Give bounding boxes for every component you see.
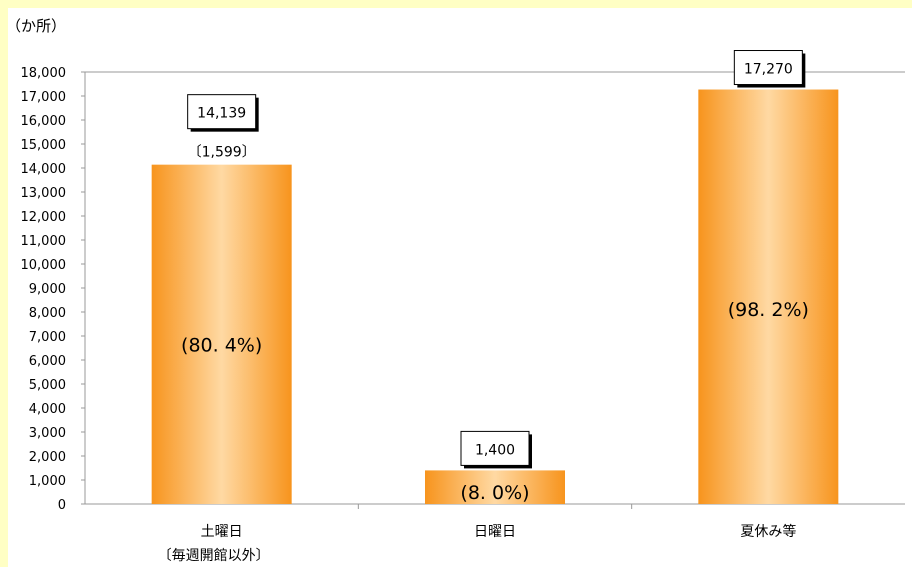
y-tick-label: 2,000: [29, 450, 66, 465]
x-category-sublabel: 〔毎週開館以外〕: [158, 547, 270, 564]
percent-label: (80. 4%): [181, 335, 262, 357]
data-label: 17,270: [744, 62, 793, 78]
y-tick-label: 3,000: [29, 426, 66, 441]
y-tick-label: 7,000: [29, 330, 66, 345]
data-label: 14,139: [197, 106, 246, 122]
bar-3: [698, 89, 839, 505]
y-tick-label: 11,000: [21, 234, 67, 249]
y-tick-label: 13,000: [21, 186, 67, 201]
y-tick-label: 15,000: [21, 138, 67, 153]
value-box: [187, 94, 257, 130]
y-tick-label: 6,000: [29, 354, 66, 369]
y-tick-label: 12,000: [21, 210, 67, 225]
y-tick-label: 14,000: [21, 162, 67, 177]
x-category-label: 日曜日: [474, 524, 516, 540]
frame-top-border: [0, 0, 912, 8]
value-box: [460, 430, 530, 466]
y-tick-label: 16,000: [21, 114, 67, 129]
y-tick-label: 0: [58, 498, 66, 513]
value-box: [733, 50, 803, 86]
bar-1: [151, 164, 292, 504]
y-tick-label: 4,000: [29, 402, 66, 417]
bracket-label: 〔1,599〕: [188, 145, 256, 161]
x-category-label: 夏休み等: [740, 523, 796, 540]
x-category-label: 土曜日: [201, 524, 243, 540]
unit-label: （か所）: [6, 17, 66, 35]
y-tick-label: 17,000: [21, 90, 67, 105]
y-tick-label: 8,000: [29, 306, 66, 321]
y-tick-label: 18,000: [21, 66, 67, 81]
percent-label: (8. 0%): [460, 482, 529, 504]
y-tick-label: 5,000: [29, 378, 66, 393]
frame-left-border: [0, 0, 8, 567]
y-tick-label: 9,000: [29, 282, 66, 297]
bar-2: [425, 470, 565, 504]
data-label: 1,400: [475, 442, 515, 458]
y-tick-label: 10,000: [21, 258, 67, 273]
percent-label: (98. 2%): [728, 299, 809, 321]
y-tick-label: 1,000: [29, 474, 66, 489]
